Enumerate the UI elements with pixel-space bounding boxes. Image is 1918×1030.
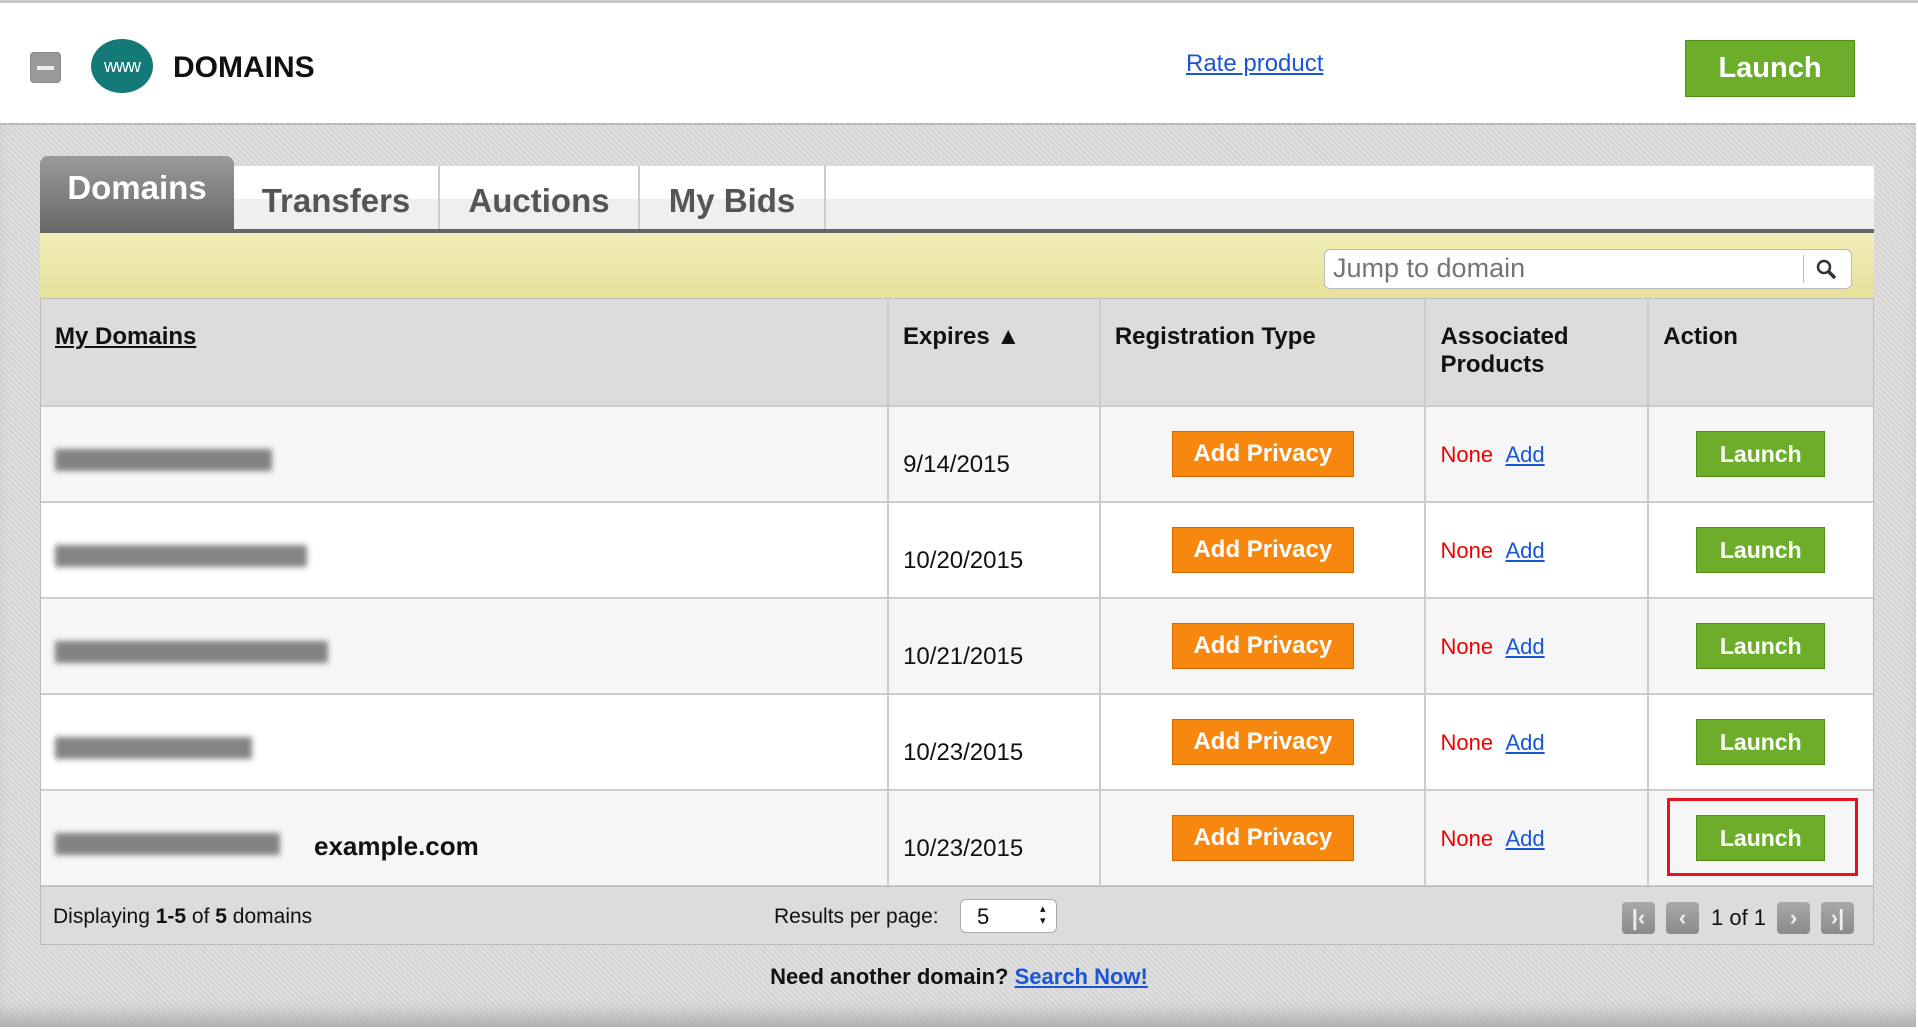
search-now-link[interactable]: Search Now! [1014, 964, 1148, 989]
registration-cell: Add Privacy [1101, 695, 1427, 789]
search-bar [40, 233, 1874, 298]
blurred-domain-name [55, 449, 272, 471]
prev-page-icon[interactable]: ‹ [1666, 902, 1699, 934]
products-none: None [1440, 730, 1494, 755]
expires-cell: 9/14/2015 [889, 407, 1101, 501]
add-product-link[interactable]: Add [1505, 442, 1545, 467]
products-none: None [1440, 538, 1494, 563]
table-row: 9/14/2015 Add Privacy None Add Launch [41, 407, 1873, 503]
add-privacy-button[interactable]: Add Privacy [1171, 815, 1354, 861]
launch-button-header[interactable]: Launch [1685, 40, 1855, 97]
products-cell: None Add [1426, 695, 1650, 789]
expires-cell: 10/23/2015 [889, 791, 1101, 885]
add-privacy-button[interactable]: Add Privacy [1171, 623, 1354, 669]
www-globe-icon: www [91, 39, 153, 93]
products-none: None [1440, 826, 1494, 851]
results-per-page-label: Results per page: [774, 905, 939, 928]
launch-button[interactable]: Launch [1696, 431, 1826, 477]
add-product-link[interactable]: Add [1505, 538, 1545, 563]
rate-product-link[interactable]: Rate product [1186, 50, 1324, 77]
expires-date: 10/20/2015 [903, 547, 1024, 574]
need-another-domain: Need another domain? Search Now! [770, 964, 1148, 989]
products-none: None [1440, 442, 1494, 467]
add-product-link[interactable]: Add [1505, 730, 1545, 755]
expires-cell: 10/20/2015 [889, 503, 1101, 597]
domain-annotation: example.com [314, 831, 479, 861]
action-cell: Launch [1649, 791, 1873, 885]
table-row: 10/23/2015 Add Privacy None Add Launch [41, 695, 1873, 791]
jump-to-domain-field [1324, 249, 1852, 289]
table-row: 10/20/2015 Add Privacy None Add Launch [41, 503, 1873, 599]
column-registration-type: Registration Type [1101, 299, 1427, 405]
app-header: www DOMAINS Rate product Launch [0, 0, 1918, 123]
expires-cell: 10/23/2015 [889, 695, 1101, 789]
domain-cell [41, 695, 890, 789]
domain-cell: example.com [41, 791, 890, 885]
action-cell: Launch [1649, 695, 1873, 789]
column-my-domains[interactable]: My Domains [41, 299, 890, 405]
column-action: Action [1663, 323, 1738, 350]
next-page-icon[interactable]: › [1777, 902, 1810, 934]
registration-cell: Add Privacy [1101, 599, 1427, 693]
registration-cell: Add Privacy [1101, 503, 1427, 597]
tab-bar: Domains Transfers Auctions My Bids [40, 156, 1874, 233]
collapse-button[interactable] [30, 52, 61, 83]
launch-button[interactable]: Launch [1696, 815, 1826, 861]
jump-to-domain-input[interactable] [1333, 250, 1803, 286]
domain-cell [41, 407, 890, 501]
last-page-icon[interactable]: ›| [1821, 902, 1854, 934]
add-product-link[interactable]: Add [1505, 634, 1545, 659]
domain-cell [41, 599, 890, 693]
domains-table: My Domains Expires ▲ Registration Type A… [40, 298, 1874, 888]
action-cell: Launch [1649, 407, 1873, 501]
table-footer: Displaying 1-5 of 5 domains Results per … [40, 886, 1874, 945]
registration-cell: Add Privacy [1101, 791, 1427, 885]
launch-button[interactable]: Launch [1696, 623, 1826, 669]
add-privacy-button[interactable]: Add Privacy [1171, 431, 1354, 477]
blurred-domain-name [55, 833, 280, 855]
expires-date: 9/14/2015 [903, 451, 1010, 478]
tab-auctions[interactable]: Auctions [440, 166, 640, 229]
column-associated-products: Associated Products [1426, 299, 1650, 405]
table-header-row: My Domains Expires ▲ Registration Type A… [41, 299, 1873, 407]
table-row: example.com 10/23/2015 Add Privacy None A… [41, 791, 1873, 887]
search-icon[interactable] [1803, 255, 1851, 283]
page-title: DOMAINS [173, 51, 315, 84]
products-none: None [1440, 634, 1494, 659]
add-privacy-button[interactable]: Add Privacy [1171, 719, 1354, 765]
highlight-box [1667, 798, 1858, 876]
expires-date: 10/21/2015 [903, 643, 1024, 670]
products-cell: None Add [1426, 503, 1650, 597]
expires-date: 10/23/2015 [903, 835, 1024, 862]
add-product-link[interactable]: Add [1505, 826, 1545, 851]
launch-button[interactable]: Launch [1696, 719, 1826, 765]
products-cell: None Add [1426, 407, 1650, 501]
displaying-count: Displaying 1-5 of 5 domains [53, 905, 313, 928]
add-privacy-button[interactable]: Add Privacy [1171, 527, 1354, 573]
blurred-domain-name [55, 641, 328, 663]
products-cell: None Add [1426, 599, 1650, 693]
blurred-domain-name [55, 737, 252, 759]
page-info: 1 of 1 [1711, 905, 1767, 930]
table-row: 10/21/2015 Add Privacy None Add Launch [41, 599, 1873, 695]
registration-cell: Add Privacy [1101, 407, 1427, 501]
expires-date: 10/23/2015 [903, 739, 1024, 766]
action-cell: Launch [1649, 599, 1873, 693]
column-expires-sorted-asc[interactable]: Expires ▲ [889, 299, 1101, 405]
expires-cell: 10/21/2015 [889, 599, 1101, 693]
domain-cell [41, 503, 890, 597]
tab-my-bids[interactable]: My Bids [640, 166, 826, 229]
tab-transfers[interactable]: Transfers [234, 166, 440, 229]
action-cell: Launch [1649, 503, 1873, 597]
results-per-page-select[interactable]: 5 [960, 899, 1057, 933]
blurred-domain-name [55, 545, 307, 567]
products-cell: None Add [1426, 791, 1650, 885]
first-page-icon[interactable]: |‹ [1622, 902, 1655, 934]
tab-domains[interactable]: Domains [40, 156, 234, 229]
launch-button[interactable]: Launch [1696, 527, 1826, 573]
